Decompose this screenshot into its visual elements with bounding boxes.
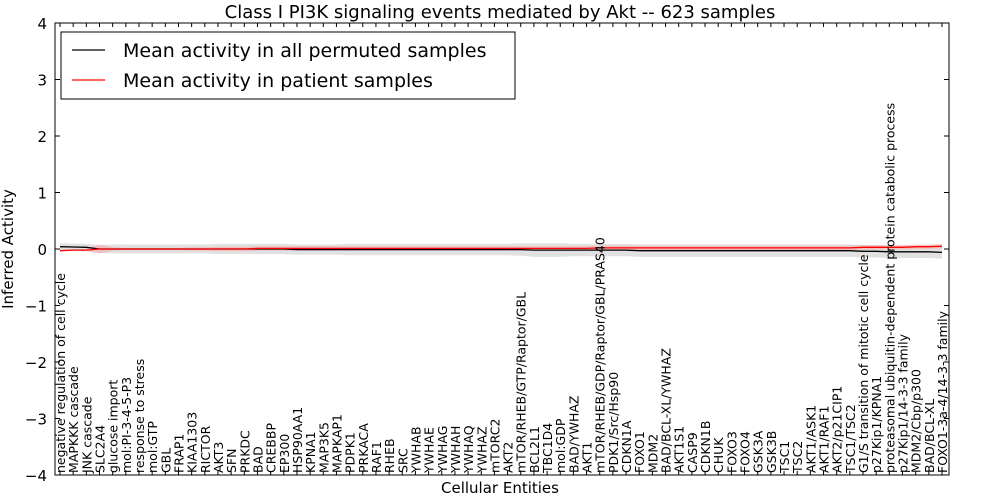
x-tick-label: AKT2 [501,442,516,473]
x-tick-label: BCL2L1 [527,426,542,473]
x-tick-label: KIAA1303 [185,412,200,473]
y-tick-label: 0 [37,241,47,259]
x-tick-label: AKT1 [580,442,595,473]
x-tick-label: MAPKAP1 [329,414,344,473]
x-tick-label: CHUK [711,437,726,473]
x-tick-label: mTOR/RHEB/GDP/Raptor/GBL/PRAS40 [593,237,608,473]
x-axis-label: Cellular Entities [441,479,559,497]
x-tick-label: mol:PI-3-4-5-P3 [119,377,134,473]
series-lines [59,245,943,254]
x-tick-label: RICTOR [198,425,213,473]
x-tick-label: TSC2 [790,441,805,474]
x-tick-label: BAD/BCL-XL [922,399,937,473]
legend-box [60,31,516,100]
x-tick-label: mTORC2 [487,419,502,473]
x-tick-label: FOXO1-3a-4/14-3-3 family [935,310,950,473]
x-tick-label: AKT1/ASK1 [803,405,818,473]
y-axis: −4 −3 −2 −1 0 1 2 3 4 [25,15,949,485]
x-tick-label: response to stress [132,359,147,473]
x-tick-label: PRKDC [237,430,252,473]
x-tick-label: MDM2 [645,434,660,473]
y-tick-label: 2 [37,128,47,146]
x-tick-label: RAF1 [369,441,384,473]
y-tick-label: 3 [37,72,47,90]
x-tick-label: BAD/YWHAZ [566,396,581,473]
x-tick-label: AKT3 [211,442,226,473]
y-tick-label: −3 [25,411,47,429]
legend-label-permuted: Mean activity in all permuted samples [123,40,486,62]
x-tick-label: CDKN1A [619,420,634,473]
x-tick-label: AKT2/p21CIP1 [830,386,845,473]
x-tick-label: YWHAB [408,426,423,474]
x-tick-label: SFN [224,449,239,473]
x-axis: negative regulation of cell cycleMAPKKK … [53,23,950,475]
x-tick-label: FRAP1 [172,434,187,473]
x-tick-label: FOXO4 [738,431,753,473]
x-tick-label: negative regulation of cell cycle [53,273,68,473]
x-tick-label: GSK3B [764,431,779,473]
x-tick-label: HSP90AA1 [290,407,305,473]
y-axis-label: Inferred Activity [0,189,17,309]
x-tick-label: MAP3K5 [316,422,331,473]
x-tick-label: CREBBP [264,423,279,473]
x-tick-label: PDK1/Src/Hsp90 [606,372,621,473]
y-tick-label: −2 [25,354,47,372]
x-tick-label: mol:GDP [553,418,568,473]
x-tick-label: PRKACA [356,423,371,473]
x-tick-label: MAPKKK cascade [66,366,81,473]
y-tick-label: −4 [25,467,47,485]
chart-title: Class I PI3K signaling events mediated b… [225,2,776,23]
x-tick-label: KPNA1 [303,431,318,473]
x-tick-label: p27Kip1/KPNA1 [869,376,884,473]
x-tick-label: p27Kip1/14-3-3 family [896,333,911,473]
x-tick-label: SLC2A4 [93,425,108,473]
x-tick-label: BAD/BCL-XL/YWHAZ [659,348,674,473]
x-tick-label: PDPK1 [343,432,358,473]
x-tick-label: FOXO3 [724,431,739,473]
x-tick-label: TSC1 [777,441,792,474]
x-tick-label: SRC [395,448,410,473]
legend: Mean activity in all permuted samples Me… [60,31,516,100]
x-tick-label: G1/S transition of mitotic cell cycle [856,254,871,473]
series-line-patient [59,245,943,252]
x-tick-label: RHEB [382,438,397,473]
x-tick-label: BAD [251,446,266,473]
x-tick-label: EP300 [277,434,292,473]
y-tick-label: 1 [37,185,47,203]
x-tick-label: AKT1/RAF1 [817,406,832,473]
x-tick-label: GSK3A [751,430,766,473]
x-tick-label: CDKN1B [698,421,713,473]
x-tick-label: TSC1/TSC2 [843,404,858,474]
x-tick-label: YWHAG [435,426,450,474]
x-tick-label: mol:GTP [145,421,160,473]
x-tick-label: mTOR/RHEB/GTP/Raptor/GBL [514,292,529,473]
x-tick-label: CASP9 [685,432,700,473]
band-permuted [60,243,942,259]
x-tick-label: GBL [158,448,173,473]
x-tick-label: YWHAE [422,427,437,474]
x-tick-label: proteasomal ubiquitin-dependent protein … [882,103,897,473]
x-tick-label: TBC1D4 [540,423,555,474]
x-tick-label: MDM2/Cbp/p300 [909,369,924,473]
x-tick-label: JNK cascade [79,396,94,474]
y-tick-label: 4 [37,15,47,33]
y-tick-label: −1 [25,298,47,316]
x-tick-label: YWHAH [448,426,463,474]
x-tick-label: YWHAQ [461,425,476,474]
x-tick-label: FOXO1 [632,431,647,473]
x-tick-label: glucose import [106,380,121,473]
legend-label-patient: Mean activity in patient samples [123,70,433,92]
x-tick-label: YWHAZ [474,426,489,474]
x-tick-label: AKT1S1 [672,426,687,473]
